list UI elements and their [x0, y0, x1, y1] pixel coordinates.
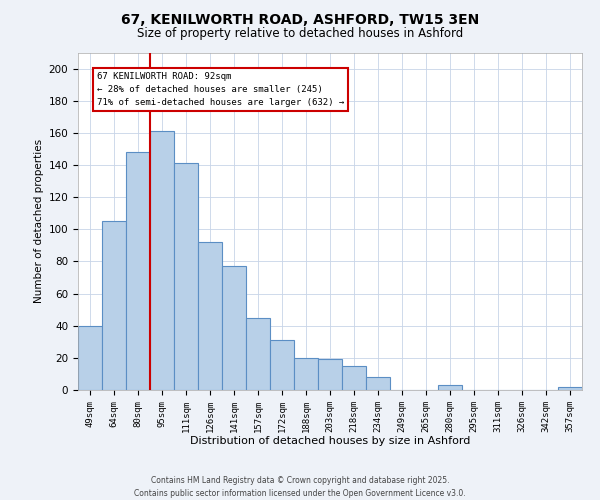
Bar — [558, 387, 582, 390]
Bar — [126, 152, 150, 390]
Y-axis label: Number of detached properties: Number of detached properties — [34, 139, 44, 304]
Bar — [174, 164, 198, 390]
Bar — [342, 366, 366, 390]
Bar — [438, 385, 462, 390]
Bar — [366, 377, 390, 390]
Bar — [78, 326, 102, 390]
Text: Size of property relative to detached houses in Ashford: Size of property relative to detached ho… — [137, 28, 463, 40]
Bar — [294, 358, 318, 390]
Bar — [222, 266, 246, 390]
Text: 67 KENILWORTH ROAD: 92sqm
← 28% of detached houses are smaller (245)
71% of semi: 67 KENILWORTH ROAD: 92sqm ← 28% of detac… — [97, 72, 344, 107]
Text: Contains HM Land Registry data © Crown copyright and database right 2025.
Contai: Contains HM Land Registry data © Crown c… — [134, 476, 466, 498]
Bar — [150, 131, 174, 390]
Bar — [270, 340, 294, 390]
Bar — [246, 318, 270, 390]
Text: 67, KENILWORTH ROAD, ASHFORD, TW15 3EN: 67, KENILWORTH ROAD, ASHFORD, TW15 3EN — [121, 12, 479, 26]
Bar — [198, 242, 222, 390]
Bar — [102, 221, 126, 390]
Bar — [318, 360, 342, 390]
X-axis label: Distribution of detached houses by size in Ashford: Distribution of detached houses by size … — [190, 436, 470, 446]
